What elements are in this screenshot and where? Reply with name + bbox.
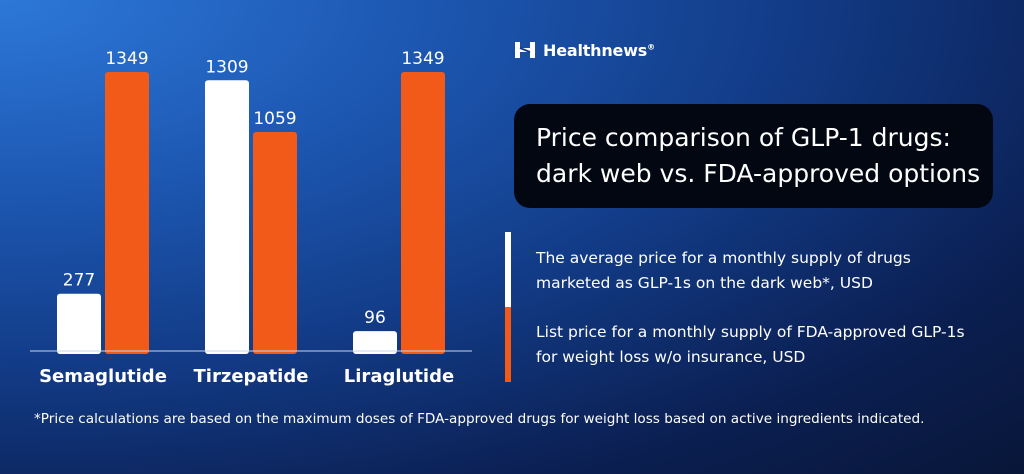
legend-text-dark-web: The average price for a monthly supply o… [536, 249, 911, 292]
data-label-semaglutide-fda: 1349 [105, 49, 148, 69]
chart-title-line-2: dark web vs. FDA-approved options [536, 159, 981, 188]
category-label-semaglutide: Semaglutide [39, 366, 167, 387]
data-label-liraglutide-fda: 1349 [401, 49, 444, 69]
chart-title-line-1: Price comparison of GLP-1 drugs: [536, 123, 951, 152]
category-label-liraglutide: Liraglutide [344, 366, 454, 387]
legend-swatch-dark-web [505, 232, 511, 307]
data-label-liraglutide-dark-web: 96 [364, 308, 386, 328]
bar-semaglutide-dark-web [57, 293, 101, 354]
bar-liraglutide-dark-web [353, 331, 397, 354]
bar-tirzepatide-fda [253, 131, 297, 354]
bars-group [57, 72, 445, 354]
legend-text-fda: List price for a monthly supply of FDA-a… [536, 323, 965, 366]
chart-title-box: Price comparison of GLP-1 drugs: dark we… [514, 104, 993, 208]
healthnews-h-icon [515, 42, 535, 58]
brand-name: Healthnews® [543, 40, 655, 60]
bar-semaglutide-fda [105, 72, 149, 354]
bar-tirzepatide-dark-web [205, 80, 249, 354]
bar-liraglutide-fda [401, 72, 445, 354]
legend-swatch-fda [505, 307, 511, 382]
category-label-tirzepatide: Tirzepatide [194, 366, 309, 387]
data-label-tirzepatide-fda: 1059 [253, 109, 296, 129]
footnote: *Price calculations are based on the max… [34, 411, 925, 427]
bar-chart: 277 1349 Semaglutide 1309 1059 Tirzepatide 96 1… [30, 49, 472, 387]
labels-group: 277 1349 Semaglutide 1309 1059 Tirzepatide 96 1… [39, 49, 454, 387]
data-label-tirzepatide-dark-web: 1309 [205, 57, 248, 77]
data-label-semaglutide-dark-web: 277 [63, 271, 95, 291]
healthnews-logo: Healthnews® [514, 40, 655, 60]
